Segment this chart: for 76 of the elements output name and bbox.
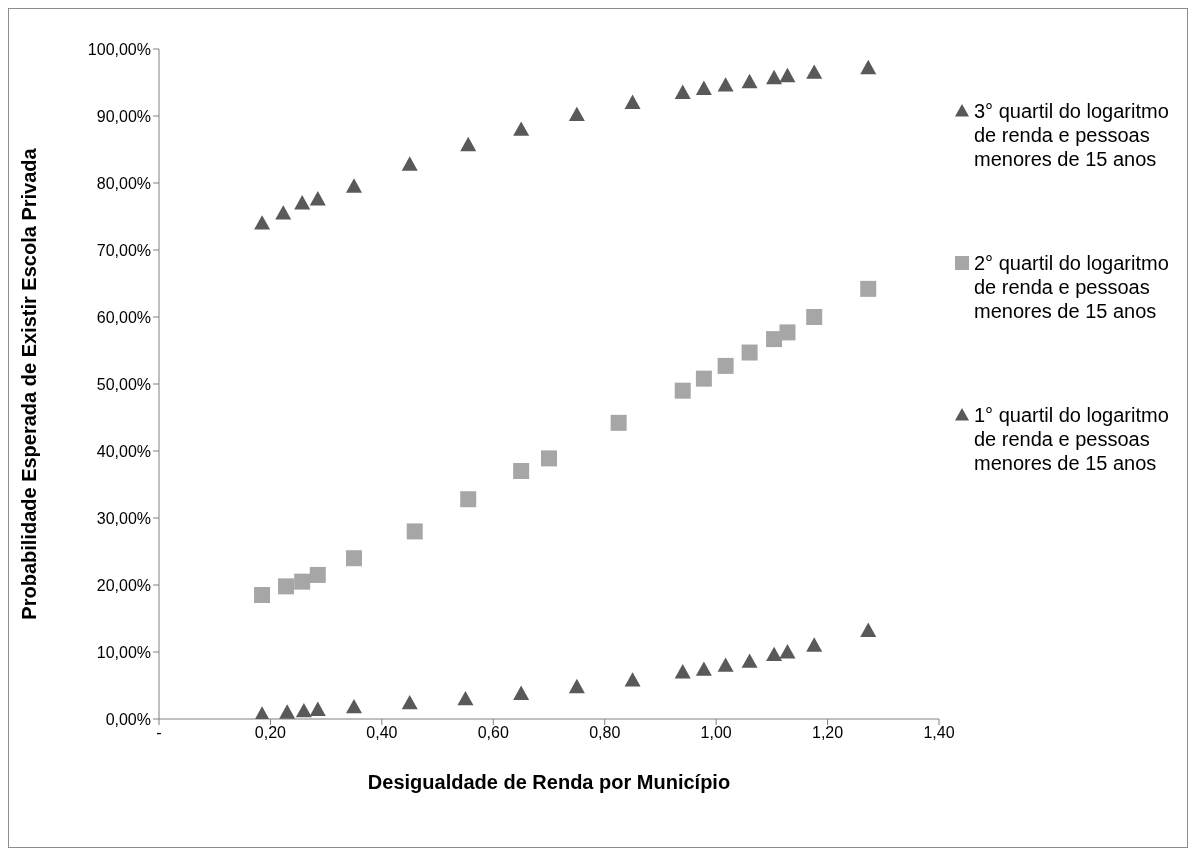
x-tick-label: 1,40	[923, 724, 955, 742]
point	[309, 191, 326, 206]
point	[295, 702, 312, 718]
x-tick-label: -	[156, 724, 162, 742]
point	[346, 698, 362, 714]
point	[695, 370, 712, 387]
x-tick-label: 0,80	[589, 724, 621, 742]
x-tick-label: 0,40	[366, 724, 398, 742]
point	[717, 77, 734, 92]
point	[401, 156, 418, 171]
point	[279, 704, 296, 719]
y-tick-label: 40,00%	[96, 442, 151, 460]
point	[568, 106, 585, 122]
point	[278, 578, 295, 595]
point	[513, 685, 530, 700]
point	[741, 344, 758, 361]
point	[406, 523, 423, 540]
point	[457, 690, 474, 706]
point	[513, 121, 530, 136]
point	[624, 94, 641, 109]
point	[294, 195, 311, 210]
x-tick-label: 1,00	[700, 724, 732, 742]
x-axis-title: Desigualdade de Renda por Município	[367, 771, 731, 793]
point	[695, 80, 712, 95]
point	[779, 644, 796, 659]
y-tick-label: 20,00%	[96, 576, 151, 594]
y-tick-label: 60,00%	[96, 308, 151, 326]
legend-label: 1° quartil do logaritmo de renda e pessoas menores de 15 anos	[974, 403, 1170, 475]
point	[275, 205, 292, 220]
point	[346, 178, 362, 193]
legend-label: 3° quartil do logaritmo de renda e pessoas menores de 15 anos	[974, 99, 1170, 171]
point	[695, 661, 712, 676]
point	[806, 309, 823, 325]
point	[806, 637, 823, 652]
x-tick-label: 0,60	[477, 724, 509, 742]
point	[568, 678, 585, 694]
point	[254, 215, 271, 230]
point	[779, 67, 796, 83]
point	[741, 73, 758, 89]
point	[674, 382, 691, 399]
x-tick-label: 0,20	[254, 724, 287, 742]
point	[624, 672, 641, 687]
point	[460, 491, 477, 508]
y-tick-label: 50,00%	[96, 375, 151, 393]
point	[346, 550, 362, 567]
y-tick-label: 90,00%	[96, 107, 151, 125]
y-tick-label: 10,00%	[96, 643, 151, 661]
y-tick-label: 80,00%	[96, 174, 151, 192]
point	[741, 653, 758, 668]
point	[294, 573, 311, 590]
point	[860, 59, 877, 75]
point	[779, 324, 796, 341]
point	[674, 84, 691, 99]
point	[674, 664, 691, 679]
point	[401, 694, 418, 710]
y-tick-label: 70,00%	[96, 241, 151, 259]
point	[254, 587, 271, 604]
y-tick-label: 0,00%	[105, 710, 151, 728]
y-tick-label: 30,00%	[96, 509, 151, 527]
y-axis-title: Probabilidade Esperada de Existir Escola Privada	[18, 147, 41, 620]
point	[541, 450, 557, 467]
point	[309, 566, 326, 583]
point	[717, 357, 734, 374]
legend-label: 2° quartil do logaritmo de renda e pessoas menores de 15 anos	[974, 251, 1170, 323]
point	[806, 64, 823, 79]
point	[513, 463, 530, 480]
point	[309, 701, 326, 717]
point	[766, 69, 783, 85]
point	[717, 657, 734, 672]
point	[766, 646, 783, 662]
point	[610, 414, 627, 431]
point	[860, 622, 877, 637]
x-tick-label: 1,20	[812, 724, 844, 742]
point	[860, 280, 877, 297]
point	[460, 136, 477, 152]
y-tick-label: 100,00%	[87, 40, 151, 58]
